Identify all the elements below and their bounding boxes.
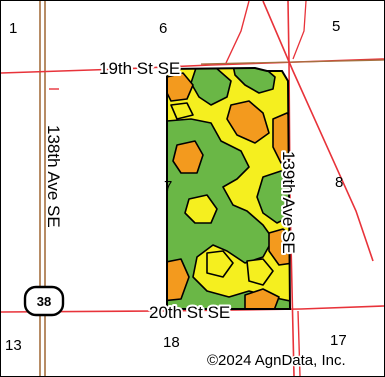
soil-zone-orange: [172, 140, 204, 174]
east-road-label: 139th Ave SE: [279, 151, 298, 254]
creek-line: [292, 1, 307, 60]
diagonal-road-line: [262, 1, 374, 262]
soil-zone-green: [256, 170, 290, 224]
soil-zone-yellow: [246, 258, 274, 286]
field-soil-zones: [166, 66, 292, 310]
south-road-label: 20th St SE: [149, 303, 230, 322]
field-outline: [166, 66, 292, 310]
soil-zone-green: [232, 68, 276, 94]
soil-zone-yellow: [170, 102, 194, 120]
soil-zone-yellow: [184, 194, 218, 224]
section-number: 1: [9, 20, 17, 37]
soil-zone-yellow: [206, 250, 234, 278]
section-number: 6: [159, 20, 167, 37]
east-avenue-line: [297, 310, 301, 376]
section-number: 17: [330, 332, 347, 349]
soil-zone-orange: [268, 228, 290, 266]
soil-zone-orange: [167, 72, 194, 102]
west-road-label: 138th Ave SE: [44, 125, 63, 228]
section-number: 8: [335, 174, 343, 191]
copyright-notice: ©2024 AgnData, Inc.: [207, 352, 346, 369]
diagonal-road-line: [225, 1, 250, 64]
section-number: 5: [332, 18, 340, 35]
north-street-line: [200, 59, 384, 65]
north-road-label: 19th St SE: [99, 59, 180, 78]
highway-shield-label: 38: [37, 294, 51, 309]
state-highway-shield-icon: 38: [23, 285, 65, 317]
section-number: 18: [163, 334, 180, 351]
section-number: 7: [164, 178, 172, 195]
east-avenue-line: [287, 1, 295, 376]
soil-zone-orange: [226, 100, 270, 144]
section-number: 13: [5, 337, 22, 354]
soil-zone-orange: [244, 288, 280, 309]
